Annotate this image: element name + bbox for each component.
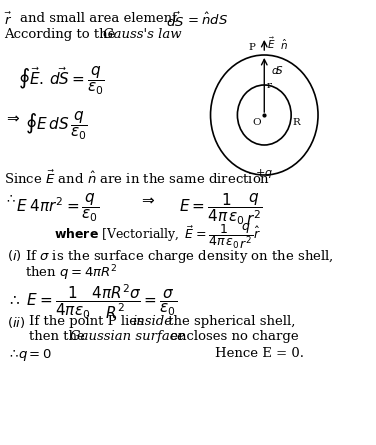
Text: P: P <box>248 43 255 52</box>
Text: $+q$: $+q$ <box>255 167 273 180</box>
Text: $E = \dfrac{1}{4\pi\,\varepsilon_0}\dfrac{q}{r^2}$: $E = \dfrac{1}{4\pi\,\varepsilon_0}\dfra… <box>179 192 263 227</box>
Text: $q = 0$: $q = 0$ <box>18 347 52 363</box>
Text: Gauss's law: Gauss's law <box>103 28 182 41</box>
Text: $\therefore$: $\therefore$ <box>5 192 17 205</box>
Text: $d\!S$: $d\!S$ <box>271 64 285 76</box>
Text: $(ii)$: $(ii)$ <box>7 315 26 330</box>
Text: then the: then the <box>29 330 89 343</box>
Text: R: R <box>293 118 301 127</box>
Text: If the point P lies: If the point P lies <box>29 315 148 328</box>
Text: $E\;4\pi r^2 = \dfrac{q}{\varepsilon_0}$: $E\;4\pi r^2 = \dfrac{q}{\varepsilon_0}$ <box>16 192 99 224</box>
Text: $(i)$: $(i)$ <box>7 248 22 263</box>
Text: $\vec{dS}$: $\vec{dS}$ <box>166 12 184 30</box>
Text: $\hat{n}$: $\hat{n}$ <box>280 38 288 52</box>
Text: Hence E = 0.: Hence E = 0. <box>215 347 304 360</box>
Text: O: O <box>252 118 261 127</box>
Text: If $\sigma$ is the surface charge density on the shell,: If $\sigma$ is the surface charge densit… <box>25 248 334 265</box>
Text: inside: inside <box>133 315 173 328</box>
Text: encloses no charge: encloses no charge <box>166 330 299 343</box>
Text: the spherical shell,: the spherical shell, <box>164 315 295 328</box>
Text: then $q = 4\pi R^2$: then $q = 4\pi R^2$ <box>25 263 118 283</box>
Text: $\Rightarrow$: $\Rightarrow$ <box>5 110 21 124</box>
Text: and small area element: and small area element <box>20 12 177 25</box>
Text: $\oint E\,dS\,\dfrac{q}{\varepsilon_0}$: $\oint E\,dS\,\dfrac{q}{\varepsilon_0}$ <box>25 110 88 142</box>
Text: According to the: According to the <box>5 28 120 41</box>
Text: $\vec{E}$: $\vec{E}$ <box>267 35 276 51</box>
Text: $= \hat{n}dS$: $= \hat{n}dS$ <box>185 12 227 28</box>
Text: $\Rightarrow$: $\Rightarrow$ <box>139 192 156 206</box>
Text: $\oint\vec{E}.\,\vec{dS} = \dfrac{q}{\varepsilon_0}$: $\oint\vec{E}.\,\vec{dS} = \dfrac{q}{\va… <box>18 65 105 97</box>
Text: r: r <box>267 81 272 89</box>
Text: Since $\vec{E}$ and $\hat{n}$ are in the same direction: Since $\vec{E}$ and $\hat{n}$ are in the… <box>5 170 271 187</box>
Text: $\therefore\; E = \dfrac{1}{4\pi\varepsilon_0}\dfrac{4\pi R^2\sigma}{R^2} = \dfr: $\therefore\; E = \dfrac{1}{4\pi\varepsi… <box>7 283 177 321</box>
Text: $\mathbf{where}$ [Vectorially, $\,\vec{E} = \dfrac{1}{4\pi\,\varepsilon_0}\dfrac: $\mathbf{where}$ [Vectorially, $\,\vec{E… <box>54 222 261 251</box>
Text: $\vec{r}$: $\vec{r}$ <box>5 12 13 28</box>
Text: $\therefore$: $\therefore$ <box>7 347 20 360</box>
Text: Gaussian surface: Gaussian surface <box>70 330 185 343</box>
